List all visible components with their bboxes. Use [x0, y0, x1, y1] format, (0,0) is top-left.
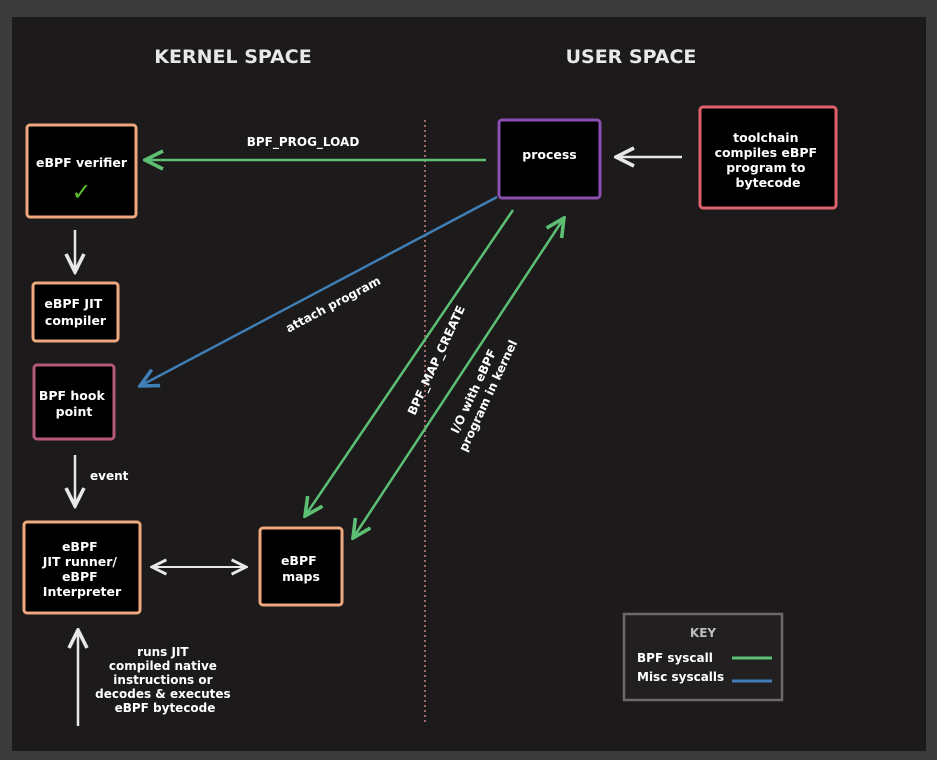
- key-title: KEY: [690, 626, 716, 640]
- bpf-hook-point-label: BPF hook point: [39, 388, 109, 419]
- user-space-heading: USER SPACE: [566, 46, 697, 68]
- bpf-prog-load-label: BPF_PROG_LOAD: [247, 135, 360, 150]
- jit-runner-interpreter-box: [22, 520, 142, 615]
- process-box: [497, 118, 602, 200]
- io-kernel-label: I/O with eBPF program in kernel: [443, 331, 521, 453]
- jit-runner-interpreter-label: eBPF JIT runner/ eBPF Interpreter: [42, 539, 122, 599]
- toolchain-label: toolchain compiles eBPF program to bytec…: [715, 130, 822, 190]
- bpf-hook-point-box: [32, 363, 116, 441]
- ebpf-maps-label: eBPF maps: [281, 553, 321, 584]
- key-misc-syscalls-label: Misc syscalls: [637, 670, 724, 684]
- ebpf-jit-compiler-label: eBPF JIT compiler: [44, 296, 107, 328]
- key-bpf-syscall-label: BPF syscall: [637, 651, 713, 665]
- ebpf-jit-compiler-box: [31, 281, 120, 343]
- io-kernel-arrow: [353, 218, 564, 538]
- ebpf-verifier-box: [25, 123, 138, 219]
- ebpf-verifier-label: eBPF verifier: [36, 155, 128, 170]
- event-label: event: [90, 469, 129, 483]
- toolchain-box: [698, 105, 838, 210]
- kernel-space-heading: KERNEL SPACE: [154, 46, 311, 68]
- runs-jit-label: runs JIT compiled native instructions or…: [95, 645, 235, 715]
- process-label: process: [522, 147, 576, 162]
- check-icon: ✓: [71, 178, 91, 206]
- ebpf-maps-box: [258, 526, 344, 607]
